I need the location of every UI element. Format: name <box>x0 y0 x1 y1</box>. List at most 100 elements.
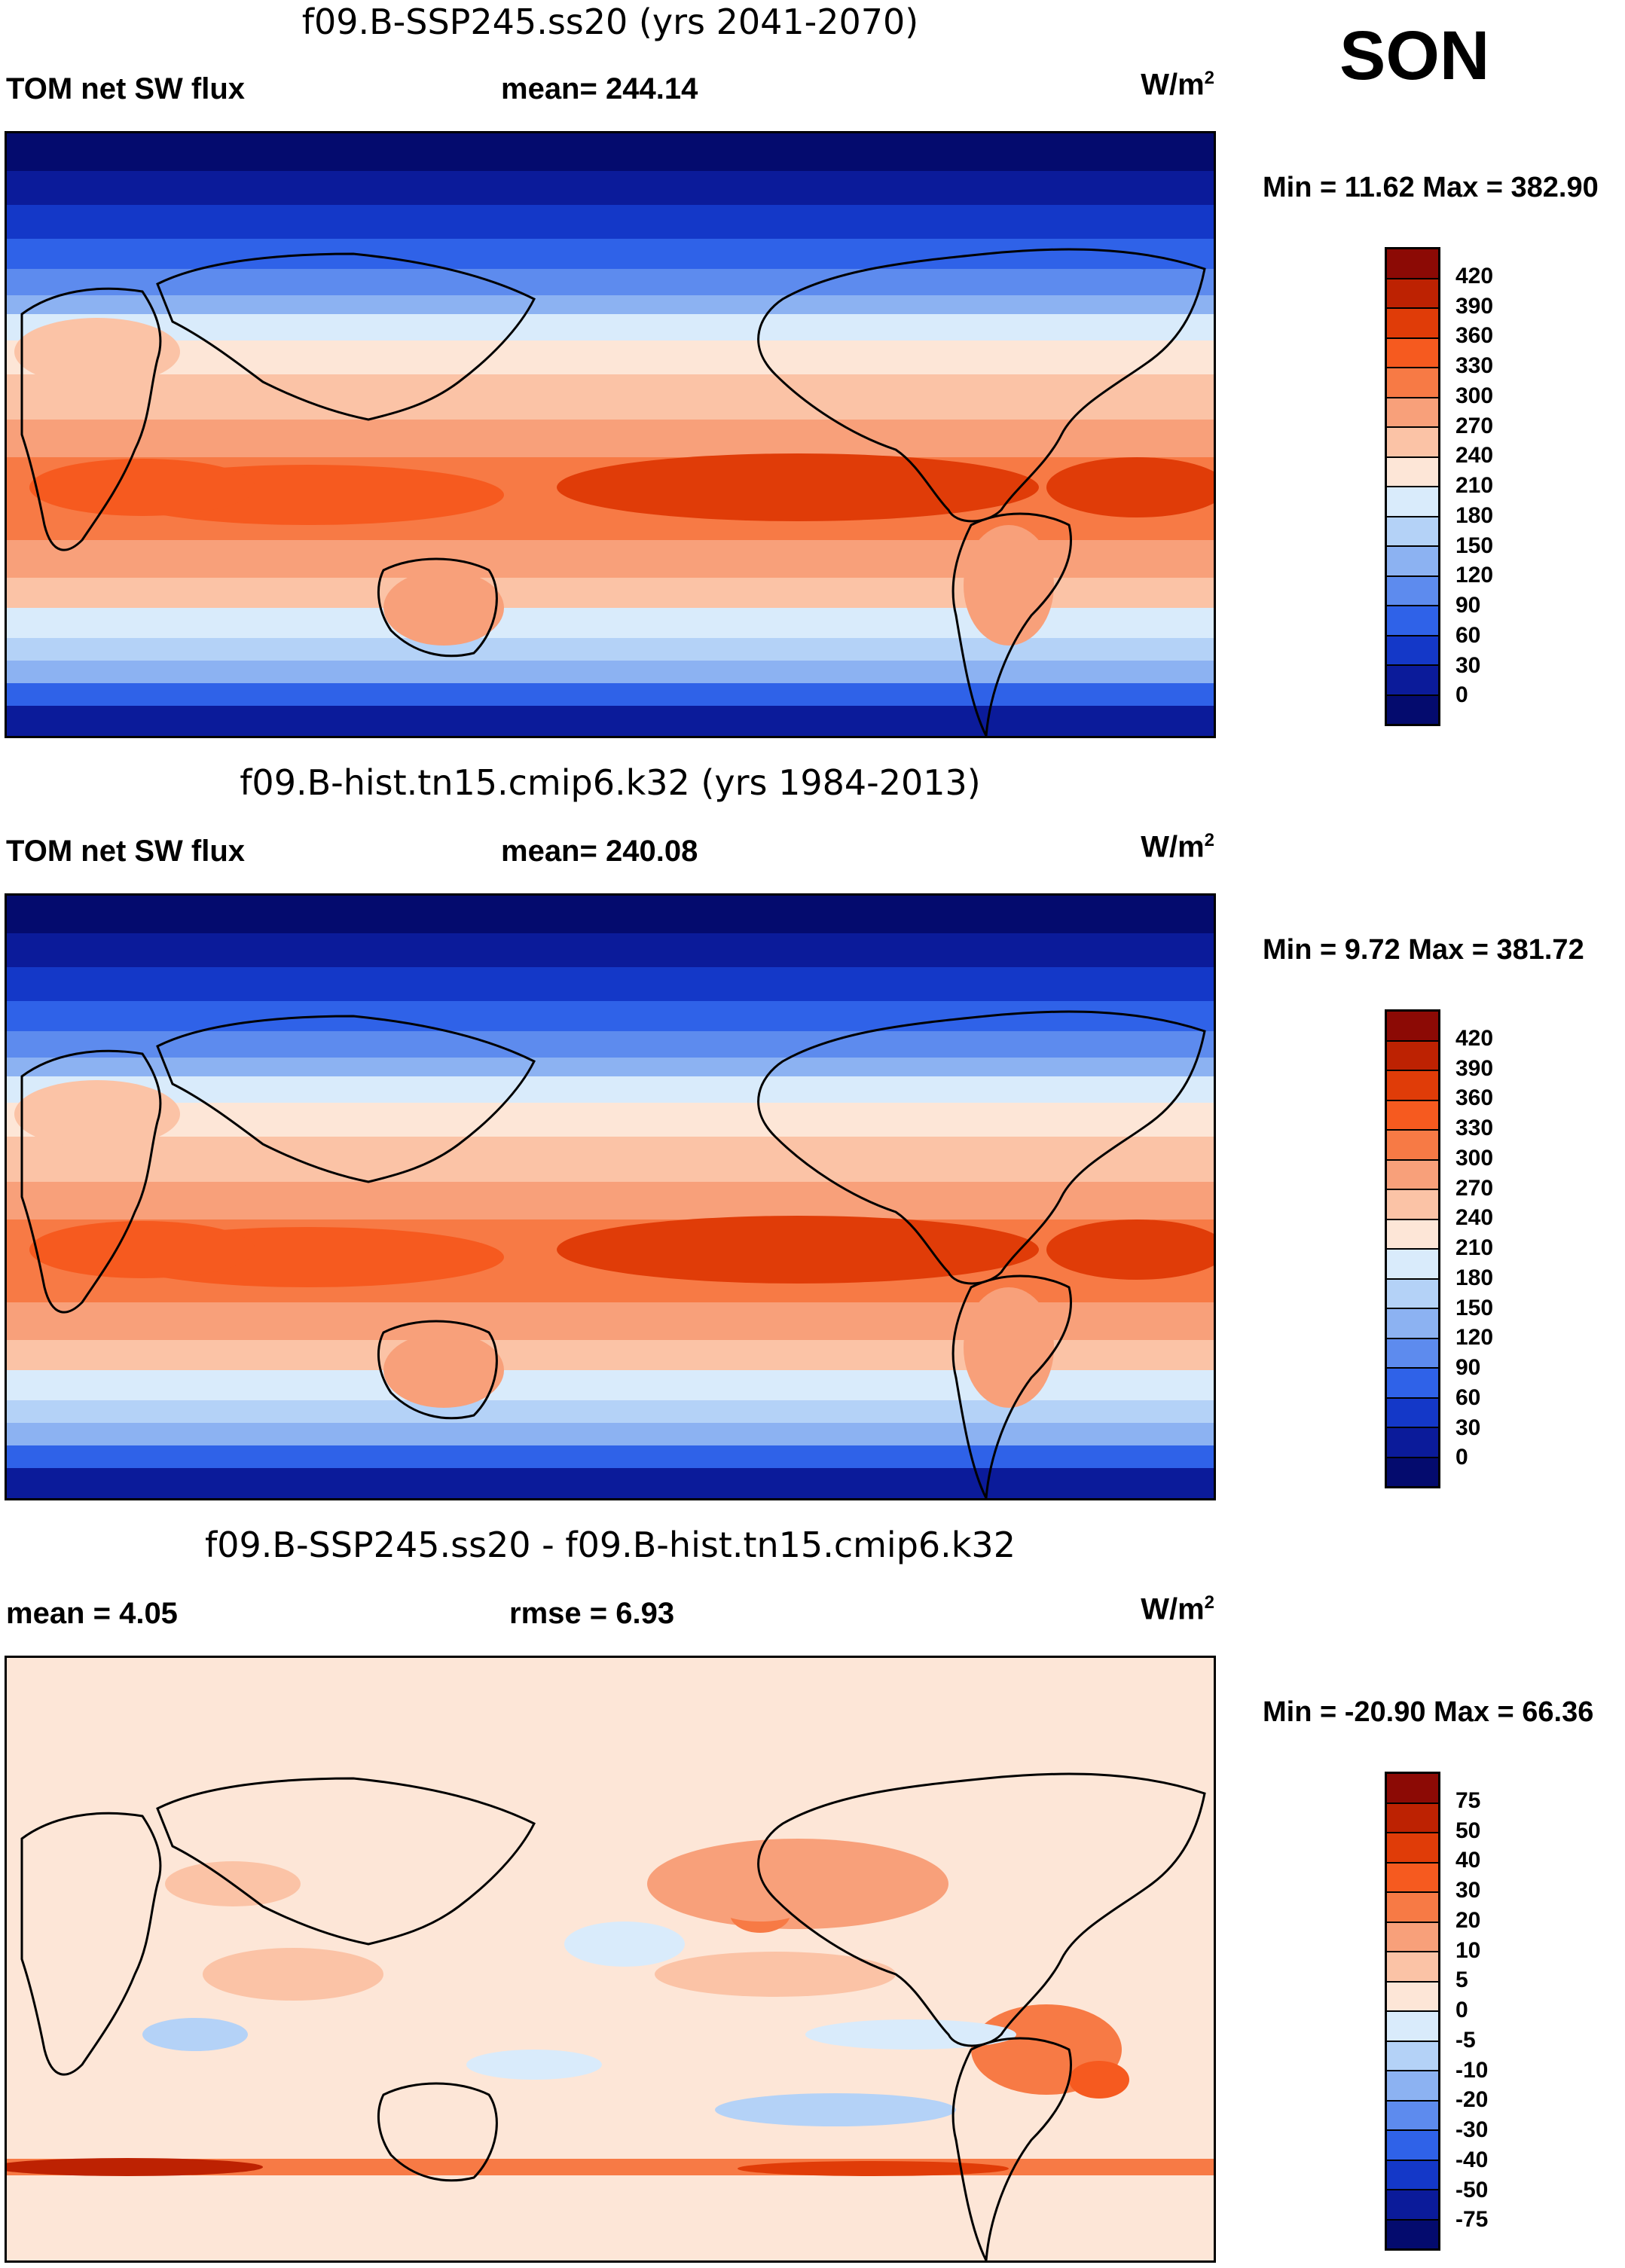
panel-1-colorbar <box>1385 247 1440 726</box>
panel-1-colorbar-labels: 420 390 360 330 300 270 240 210 180 150 120 90 60 30 0 <box>1455 247 1546 726</box>
map-field <box>7 133 1214 736</box>
colorbar-tick-label: 150 <box>1455 1295 1494 1320</box>
colorbar-tick-label: 5 <box>1455 1967 1468 1993</box>
panel-3-map <box>5 1656 1216 2263</box>
colorbar-tick-label: 50 <box>1455 1818 1481 1843</box>
colorbar-swatch <box>1387 1458 1438 1486</box>
colorbar-tick-label: 0 <box>1455 682 1468 708</box>
colorbar-swatch <box>1387 636 1438 666</box>
colorbar-tick-label: 150 <box>1455 533 1494 558</box>
colorbar-tick-label: 240 <box>1455 443 1494 469</box>
map-field <box>7 1658 1214 2260</box>
colorbar-tick-label: 0 <box>1455 1998 1468 2022</box>
colorbar-tick-label: -30 <box>1455 2117 1489 2142</box>
colorbar-swatch <box>1387 1309 1438 1339</box>
colorbar-swatch <box>1387 368 1438 398</box>
colorbar-tick-label: 420 <box>1455 1025 1494 1051</box>
colorbar-swatch <box>1387 1428 1438 1458</box>
panel-2-colorbar <box>1385 1009 1440 1488</box>
colorbar-swatch <box>1387 1803 1438 1833</box>
colorbar-tick-label: 240 <box>1455 1205 1494 1231</box>
colorbar-tick-label: 210 <box>1455 1235 1494 1260</box>
colorbar-tick-label: -10 <box>1455 2057 1489 2083</box>
colorbar-tick-label: 60 <box>1455 622 1481 648</box>
colorbar-tick-label: 180 <box>1455 1265 1494 1290</box>
colorbar-swatch <box>1387 547 1438 577</box>
colorbar-swatch <box>1387 1339 1438 1369</box>
colorbar-swatch <box>1387 1041 1438 1071</box>
colorbar-swatch <box>1387 1369 1438 1399</box>
colorbar-swatch <box>1387 1893 1438 1923</box>
map-field <box>7 896 1214 1498</box>
colorbar-tick-label: 30 <box>1455 1415 1481 1440</box>
colorbar-tick-label: 90 <box>1455 593 1481 618</box>
colorbar-tick-label: 120 <box>1455 563 1494 588</box>
colorbar-tick-label: 30 <box>1455 1878 1481 1903</box>
colorbar-tick-label: 390 <box>1455 1055 1494 1081</box>
panel-1-mean: mean= 244.14 <box>501 72 698 105</box>
colorbar-swatch <box>1387 1131 1438 1161</box>
colorbar-swatch <box>1387 1982 1438 2012</box>
colorbar-tick-label: 60 <box>1455 1384 1481 1410</box>
colorbar-tick-label: -50 <box>1455 2177 1489 2202</box>
colorbar-tick-label: 300 <box>1455 383 1494 408</box>
colorbar-swatch <box>1387 1219 1438 1250</box>
panel-1-title: f09.B-SSP245.ss20 (yrs 2041-2070) <box>301 2 919 42</box>
colorbar-swatch <box>1387 517 1438 547</box>
colorbar-tick-label: 330 <box>1455 1116 1494 1140</box>
colorbar-swatch <box>1387 1863 1438 1893</box>
colorbar-tick-label: 270 <box>1455 413 1494 438</box>
panel-3-title: f09.B-SSP245.ss20 - f09.B-hist.tn15.cmip… <box>205 1525 1016 1565</box>
colorbar-swatch <box>1387 1100 1438 1131</box>
colorbar-tick-label: 10 <box>1455 1937 1481 1963</box>
colorbar-swatch <box>1387 576 1438 606</box>
colorbar-tick-label: 20 <box>1455 1907 1481 1933</box>
colorbar-swatch <box>1387 338 1438 368</box>
colorbar-swatch <box>1387 2071 1438 2102</box>
colorbar-tick-label: 0 <box>1455 1445 1468 1470</box>
colorbar-tick-label: 360 <box>1455 1085 1494 1111</box>
colorbar-swatch <box>1387 1250 1438 1280</box>
colorbar-swatch <box>1387 1012 1438 1042</box>
colorbar-swatch <box>1387 2131 1438 2161</box>
colorbar-swatch <box>1387 1071 1438 1101</box>
panel-2-variable: TOM net SW flux <box>6 835 246 868</box>
panel-3-units: W/m2 <box>1141 1592 1214 1626</box>
colorbar-tick-label: -20 <box>1455 2087 1489 2113</box>
colorbar-swatch <box>1387 487 1438 517</box>
colorbar-swatch <box>1387 309 1438 339</box>
colorbar-tick-label: 120 <box>1455 1325 1494 1351</box>
panel-2-colorbar-labels: 420 390 360 330 300 270 240 210 180 150 120 90 60 30 0 <box>1455 1009 1546 1488</box>
colorbar-swatch <box>1387 2041 1438 2071</box>
colorbar-tick-label: 390 <box>1455 293 1494 319</box>
panel-2-title: f09.B-hist.tn15.cmip6.k32 (yrs 1984-2013… <box>240 762 981 803</box>
colorbar-tick-label: 330 <box>1455 353 1494 378</box>
colorbar-tick-label: 30 <box>1455 652 1481 678</box>
colorbar-swatch <box>1387 666 1438 696</box>
season-label: SON <box>1339 17 1490 94</box>
colorbar-swatch <box>1387 249 1438 279</box>
panel-2-mean: mean= 240.08 <box>501 835 698 868</box>
colorbar-tick-label: 270 <box>1455 1175 1494 1201</box>
colorbar-tick-label: 40 <box>1455 1848 1481 1873</box>
colorbar-swatch <box>1387 2160 1438 2190</box>
colorbar-tick-label: 75 <box>1455 1787 1481 1813</box>
panel-3-minmax: Min = -20.90 Max = 66.36 <box>1263 1696 1594 1728</box>
colorbar-tick-label: -5 <box>1455 2027 1476 2053</box>
panel-2-minmax: Min = 9.72 Max = 381.72 <box>1263 934 1584 966</box>
panel-1-map <box>5 131 1216 738</box>
colorbar-swatch <box>1387 1774 1438 1804</box>
colorbar-tick-label: -40 <box>1455 2147 1489 2172</box>
colorbar-tick-label: 90 <box>1455 1355 1481 1380</box>
panel-3-rmse: rmse = 6.93 <box>509 1597 675 1630</box>
colorbar-swatch <box>1387 1398 1438 1428</box>
panel-3-colorbar <box>1385 1772 1440 2251</box>
colorbar-tick-label: 420 <box>1455 263 1494 288</box>
colorbar-tick-label: -75 <box>1455 2207 1489 2233</box>
colorbar-swatch <box>1387 1160 1438 1190</box>
colorbar-swatch <box>1387 2190 1438 2221</box>
colorbar-swatch <box>1387 1279 1438 1309</box>
colorbar-swatch <box>1387 2101 1438 2131</box>
panel-2-map <box>5 893 1216 1500</box>
colorbar-swatch <box>1387 1833 1438 1864</box>
